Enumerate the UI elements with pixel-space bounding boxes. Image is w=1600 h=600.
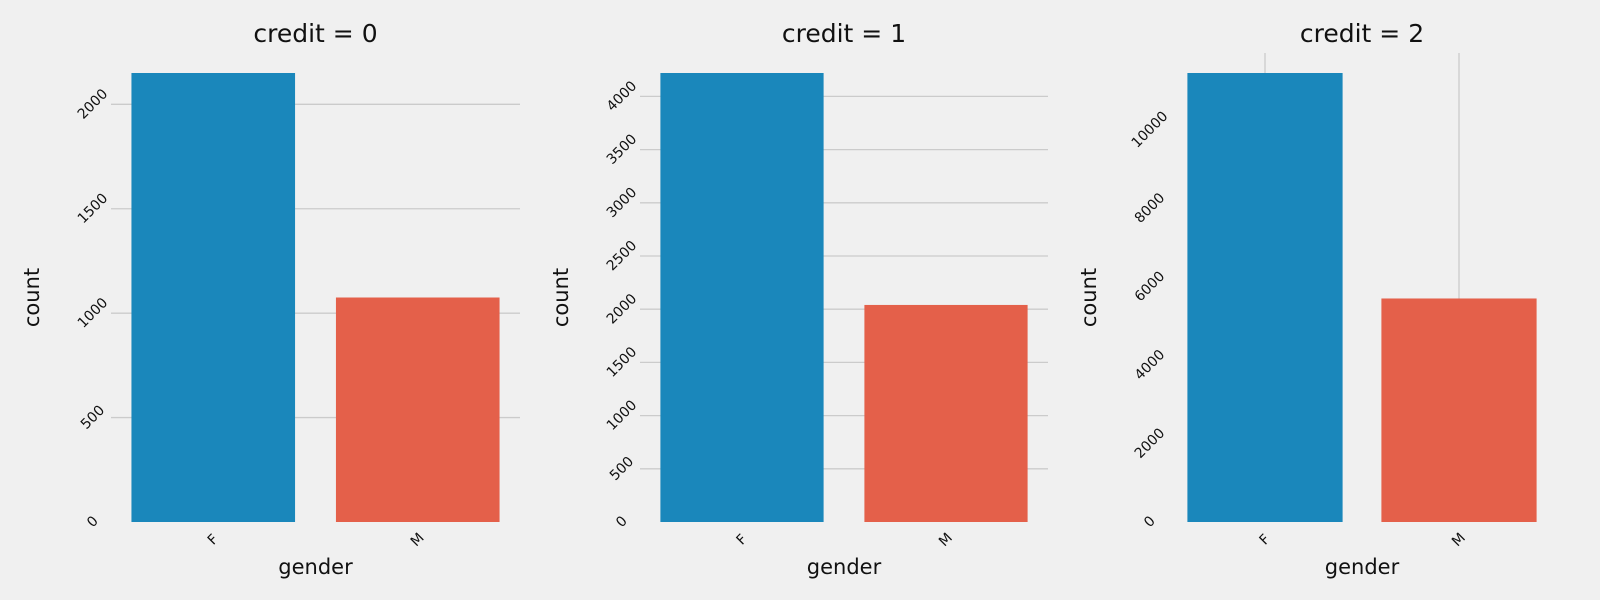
y-axis-label: count — [549, 268, 573, 327]
y-tick-label: 4000 — [604, 78, 641, 115]
x-axis-label: gender — [1325, 555, 1400, 579]
panel-title: credit = 0 — [253, 19, 377, 48]
x-tick-label: F — [205, 531, 222, 548]
x-tick-label: M — [1449, 530, 1469, 550]
panel-title: credit = 1 — [782, 19, 906, 48]
y-tick-label: 6000 — [1132, 268, 1169, 305]
bar-F — [131, 73, 296, 522]
y-tick-label: 1000 — [75, 295, 112, 332]
x-axis-label: gender — [278, 555, 353, 579]
y-tick-label: 0 — [613, 513, 631, 531]
bar-F — [660, 73, 824, 522]
x-tick-label: F — [1256, 531, 1273, 548]
bar-M — [864, 304, 1028, 522]
y-tick-label: 1000 — [604, 397, 641, 434]
y-tick-label: 500 — [607, 454, 637, 484]
y-tick-label: 3500 — [604, 131, 641, 168]
y-tick-label: 2000 — [1132, 425, 1169, 462]
x-tick-label: F — [733, 531, 750, 548]
bar-F — [1187, 73, 1343, 522]
y-tick-label: 1500 — [604, 344, 641, 381]
y-axis-label: count — [20, 268, 44, 327]
y-tick-label: 2000 — [604, 291, 641, 328]
bar-M — [335, 297, 500, 522]
panel-title: credit = 2 — [1300, 19, 1424, 48]
y-tick-label: 8000 — [1132, 190, 1169, 227]
y-tick-label: 3000 — [604, 185, 641, 222]
panel-credit-0: 0 500 1000 1500 2000 F M credit = 0 gender cou… — [20, 19, 520, 579]
y-tick-label: 10000 — [1129, 108, 1172, 151]
y-axis-label: count — [1077, 268, 1101, 327]
bar-M — [1381, 298, 1537, 522]
y-tick-label: 500 — [78, 402, 108, 432]
y-tick-label: 4000 — [1132, 347, 1169, 384]
panel-credit-2: 0 2000 4000 6000 8000 10000 F M credit = 2 gend… — [1077, 19, 1537, 579]
y-tick-label: 1500 — [75, 190, 112, 227]
panel-credit-1: 0 500 1000 1500 2000 2500 3000 3500 4000 F M credi… — [549, 19, 1048, 579]
x-axis-label: gender — [807, 555, 882, 579]
y-tick-label: 0 — [84, 513, 102, 531]
y-tick-label: 2500 — [604, 238, 641, 275]
y-tick-label: 2000 — [75, 86, 112, 123]
y-tick-label: 0 — [1141, 513, 1159, 531]
x-tick-label: M — [408, 530, 428, 550]
x-tick-label: M — [936, 530, 956, 550]
